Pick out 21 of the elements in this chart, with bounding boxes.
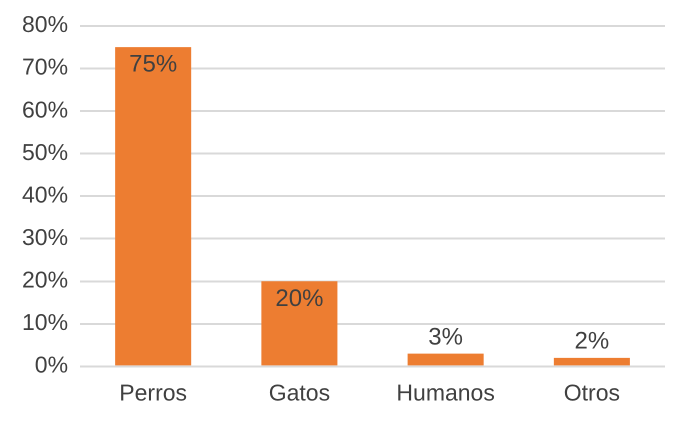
y-tick-label: 60% [22, 96, 68, 122]
bar [554, 358, 630, 366]
bar [408, 354, 484, 366]
data-label: 2% [574, 328, 610, 355]
data-label: 20% [275, 284, 324, 312]
y-tick-label: 20% [22, 266, 68, 293]
x-tick-label: Perros [119, 380, 188, 406]
data-label: 3% [428, 323, 463, 350]
x-tick-label: Humanos [396, 380, 495, 406]
data-label: 75% [129, 50, 178, 78]
bar [115, 47, 192, 366]
y-tick-label: 40% [22, 181, 68, 208]
y-tick-label: 50% [22, 138, 68, 165]
y-tick-label: 70% [22, 54, 68, 80]
y-tick-label: 80% [22, 11, 68, 38]
y-tick-label: 10% [22, 309, 68, 336]
x-tick-label: Gatos [268, 380, 330, 406]
x-tick-label: Otros [564, 380, 620, 406]
bar [261, 281, 338, 366]
y-tick-label: 30% [22, 224, 68, 250]
y-tick-label: 0% [34, 352, 68, 378]
